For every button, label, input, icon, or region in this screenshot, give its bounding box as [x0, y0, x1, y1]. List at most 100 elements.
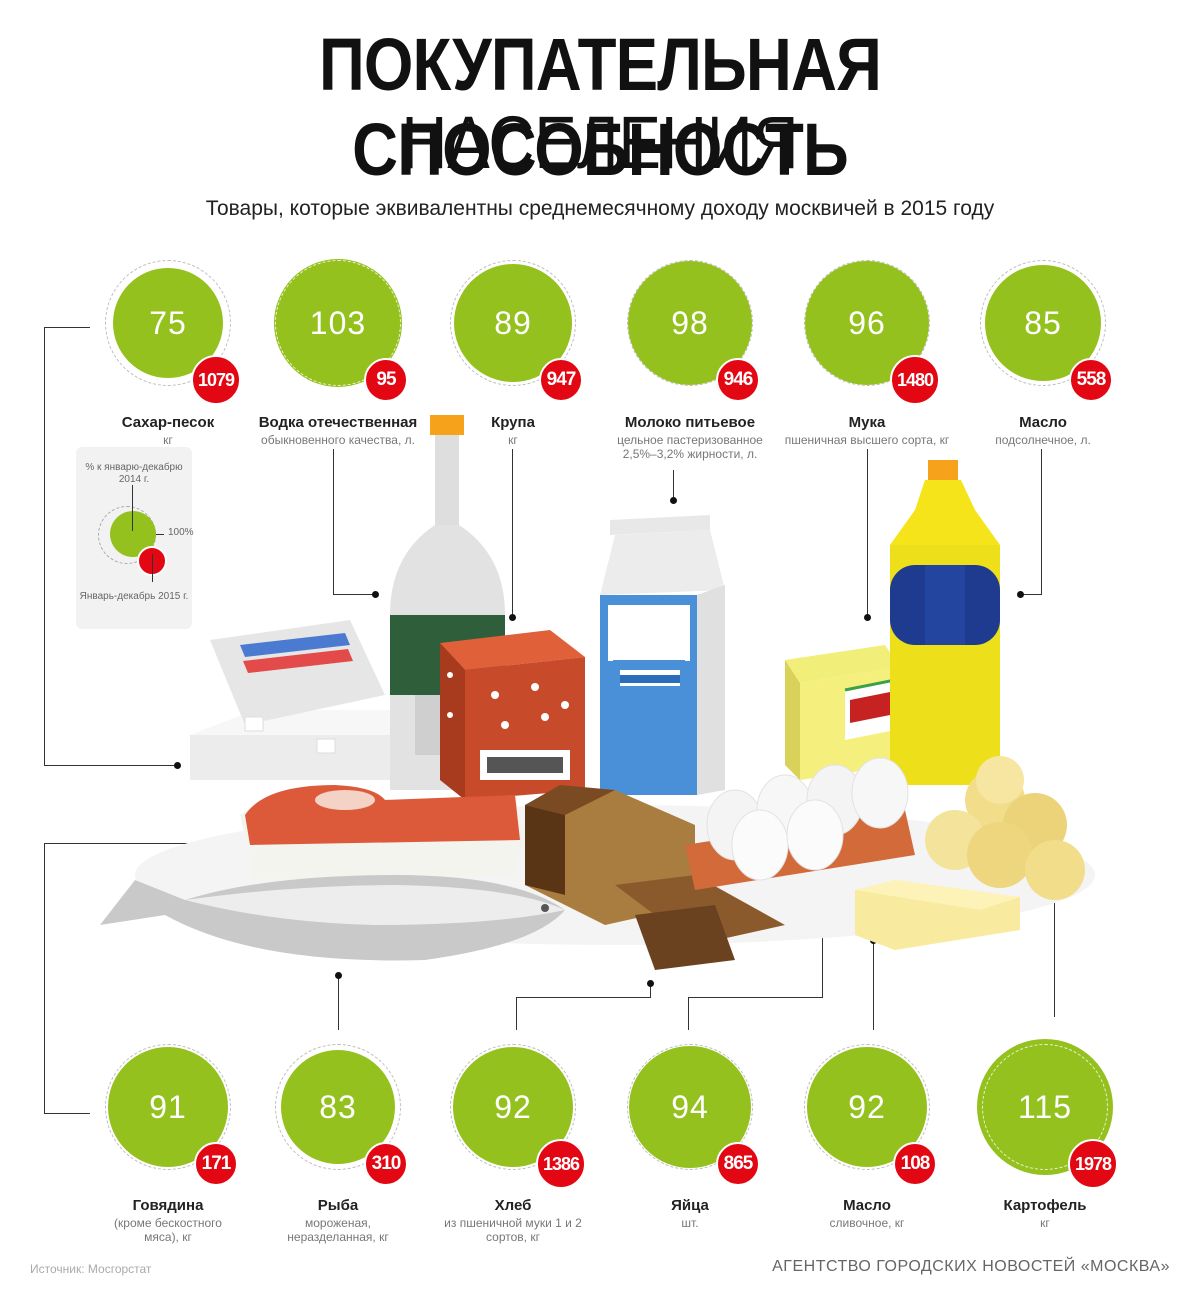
milk-carton-image	[600, 515, 725, 795]
connector-dot	[372, 591, 379, 598]
base-ring	[105, 260, 231, 386]
product-name: Сахар-песок	[121, 414, 215, 431]
amount-badge: 1978	[1068, 1139, 1118, 1189]
potatoes-image	[925, 756, 1085, 900]
connector-line	[516, 997, 650, 998]
percent-value: 103	[309, 304, 367, 341]
product-unit: цельное пастеризованное 2,5%–3,2% жирнос…	[617, 433, 763, 461]
percent-circle: 85	[985, 265, 1101, 381]
base-ring	[105, 1044, 231, 1170]
amount-badge: 1386	[536, 1139, 586, 1189]
base-ring	[450, 1044, 576, 1170]
percent-value: 98	[671, 304, 709, 341]
connector-dot	[335, 972, 342, 979]
connector-line	[44, 1113, 90, 1114]
connector-line	[1054, 897, 1055, 1017]
product-name: Масло	[1019, 414, 1067, 431]
connector-line	[650, 983, 651, 998]
product-unit: сливочное, кг	[829, 1216, 905, 1230]
agency-label: АГЕНТСТВО ГОРОДСКИХ НОВОСТЕЙ «МОСКВА»	[772, 1258, 1170, 1275]
product-name: Говядина	[132, 1197, 204, 1214]
product-unit: (кроме бескостного мяса), кг	[114, 1216, 222, 1244]
amount-badge: 171	[194, 1142, 238, 1186]
product-name: Яйца	[671, 1197, 709, 1214]
product-unit: кг	[1040, 1216, 1050, 1230]
page-title-line2: НАСЕЛЕНИЯ	[401, 101, 799, 184]
product-unit: пшеничная высшего сорта, кг	[784, 433, 950, 447]
percent-circle: 75	[113, 268, 223, 378]
legend-box: % к январю-декабрю 2014 г. 100% Январь-д…	[76, 447, 194, 629]
connector-line	[44, 843, 45, 1113]
page-subtitle: Товары, которые эквивалентны среднемесяч…	[205, 197, 995, 220]
amount-badge: 946	[716, 358, 760, 402]
eggs-image	[685, 757, 915, 890]
percent-value: 92	[494, 1088, 532, 1125]
percent-value: 89	[494, 304, 532, 341]
connector-line	[873, 940, 874, 1030]
amount-badge: 108	[893, 1142, 937, 1186]
amount-badge: 95	[364, 358, 408, 402]
amount-badge: 558	[1069, 358, 1113, 402]
base-ring	[275, 1044, 401, 1170]
connector-line	[822, 880, 823, 998]
amount-badge: 1079	[191, 355, 241, 405]
connector-line	[44, 765, 178, 766]
source-label: Источник: Мосгорстат	[30, 1262, 152, 1276]
base-ring	[980, 260, 1106, 386]
connector-dot	[174, 762, 181, 769]
connector-line	[1041, 449, 1042, 594]
base-ring	[804, 260, 930, 386]
sugar-box-image	[190, 620, 425, 780]
connector-line	[512, 449, 513, 617]
base-ring	[275, 260, 401, 386]
product-unit: шт.	[681, 1216, 699, 1230]
product-unit: подсолнечное, л.	[995, 433, 1091, 447]
product-name: Хлеб	[494, 1197, 532, 1214]
connector-line	[44, 327, 90, 328]
connector-line	[673, 470, 674, 500]
product-unit: из пшеничной муки 1 и 2 сортов, кг	[444, 1216, 582, 1244]
butter-image	[855, 880, 1020, 950]
page-title: ПОКУПАТЕЛЬНАЯ СПОСОБНОСТЬ	[318, 23, 882, 191]
connector-line	[1020, 594, 1042, 595]
base-ring	[627, 260, 753, 386]
product-unit: кг	[508, 433, 518, 447]
connector-dot	[509, 614, 516, 621]
connector-line	[44, 843, 240, 844]
amount-badge: 310	[364, 1142, 408, 1186]
legend-pointer	[156, 534, 164, 535]
connector-dot	[1017, 591, 1024, 598]
percent-value: 94	[671, 1088, 709, 1125]
connector-line	[338, 975, 339, 1030]
products-illustration	[100, 415, 1095, 970]
legend-bottom-label: Январь-декабрь 2015 г.	[79, 591, 189, 602]
percent-value: 83	[319, 1088, 357, 1125]
legend-pointer	[152, 554, 153, 582]
connector-line	[333, 449, 334, 594]
connector-dot	[864, 614, 871, 621]
connector-line	[688, 997, 822, 998]
product-unit: мороженая, неразделанная, кг	[287, 1216, 389, 1244]
amount-badge: 947	[539, 358, 583, 402]
connector-line	[44, 327, 45, 765]
legend-pointer	[132, 485, 133, 531]
fish-image	[100, 875, 565, 961]
percent-value: 75	[149, 304, 187, 341]
base-ring	[804, 1044, 930, 1170]
product-name: Масло	[843, 1197, 891, 1214]
product-name: Мука	[848, 414, 886, 431]
percent-value: 91	[149, 1088, 187, 1125]
meat-image	[240, 785, 525, 880]
base-ring	[982, 1044, 1108, 1170]
product-name: Молоко питьевое	[624, 414, 756, 431]
base-ring	[450, 260, 576, 386]
connector-dot	[670, 497, 677, 504]
bread-image	[525, 785, 785, 970]
legend-top-label: % к январю-декабрю 2014 г.	[85, 462, 183, 485]
product-name: Водка отечественная	[258, 414, 418, 431]
amount-badge: 1480	[890, 355, 940, 405]
connector-line	[867, 449, 868, 617]
cereal-box-image	[440, 630, 585, 800]
connector-line	[333, 594, 376, 595]
connector-line	[516, 997, 517, 1030]
